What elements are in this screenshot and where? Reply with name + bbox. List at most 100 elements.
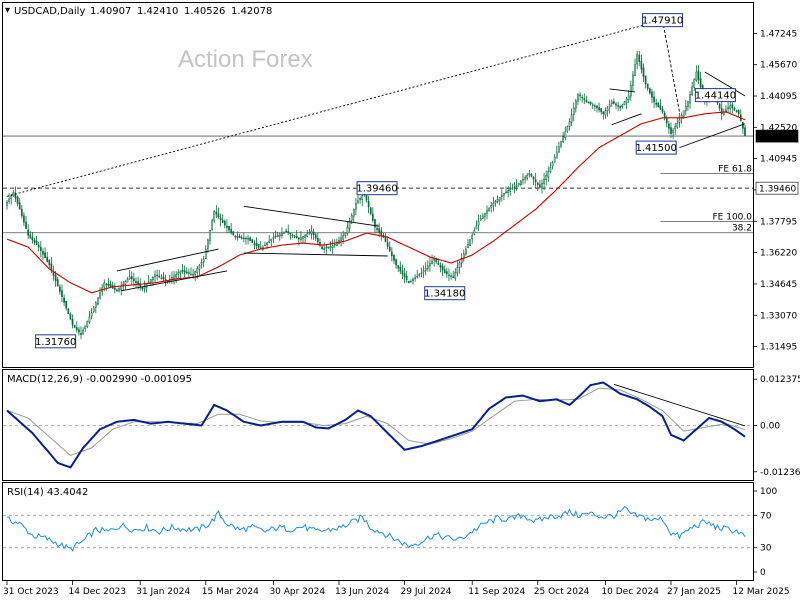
candle-body <box>221 219 224 223</box>
candle-body <box>183 270 186 273</box>
candle-body <box>133 278 135 282</box>
candle-body <box>492 202 495 207</box>
candle-body <box>289 232 292 235</box>
candle-body <box>179 270 182 274</box>
candle-body <box>642 67 645 77</box>
date-tick-label: 14 Dec 2023 <box>69 587 127 597</box>
macd-signal-line <box>6 387 746 456</box>
annotation-label: 1.41500 <box>636 143 677 154</box>
candle-body <box>513 186 516 188</box>
candle-body <box>103 282 106 288</box>
candle-body <box>644 75 647 85</box>
trendline <box>243 252 388 257</box>
candle-body <box>333 243 336 246</box>
candle-body <box>295 236 298 239</box>
candle-body <box>585 100 588 103</box>
date-tick-label: 30 Apr 2024 <box>269 587 325 597</box>
candle-body <box>200 261 203 265</box>
annotation-box <box>424 286 466 301</box>
candle-body <box>188 272 190 274</box>
candle-body <box>399 266 402 272</box>
date-tick-label: 27 Jan 2025 <box>667 587 721 597</box>
candle-body <box>352 208 355 217</box>
price-layer: FE 61.8 FE 100.038.2 1.47910 1.44140 1.41500… <box>3 13 753 349</box>
candle-body <box>524 177 526 180</box>
candle-body <box>278 233 281 237</box>
annotation-box <box>356 181 398 196</box>
candle-body <box>376 228 378 230</box>
candle-body <box>27 229 29 236</box>
price-tick-label: 1.34645 <box>760 280 797 290</box>
candle-body <box>536 182 539 185</box>
candle-body <box>245 237 247 240</box>
annotation-label: 1.47910 <box>642 16 683 27</box>
candle-body <box>86 321 89 327</box>
candle-body <box>416 275 419 278</box>
candle-body <box>623 101 626 105</box>
candle-body <box>152 276 154 281</box>
candle-body <box>602 111 605 115</box>
candle-body <box>369 207 372 214</box>
candle-body <box>10 195 13 200</box>
candle-body <box>171 277 173 279</box>
candle-body <box>342 235 345 240</box>
candle-body <box>226 225 228 228</box>
trendline <box>116 248 219 272</box>
candle-body <box>744 127 746 136</box>
axis-layer: 1.472451.456701.440951.425201.409451.393… <box>3 29 800 597</box>
candle-body <box>682 110 685 117</box>
candle-body <box>297 237 300 240</box>
candle-body <box>270 238 273 242</box>
candle-body <box>300 237 302 240</box>
candle-body <box>219 217 222 220</box>
candle-body <box>515 185 518 187</box>
fib-label: FE 61.8 <box>718 164 752 174</box>
candle-body <box>321 246 323 250</box>
chart-header: ▾ USDCAD,Daily 1.40907 1.42410 1.40526 1… <box>5 5 272 17</box>
price-tick-label: 1.47245 <box>760 29 797 39</box>
candle-body <box>346 226 349 234</box>
candle-body <box>471 234 474 240</box>
candle-body <box>648 88 651 94</box>
candle-body <box>75 327 78 331</box>
candle-body <box>553 156 556 163</box>
candle-body <box>240 237 243 239</box>
candle-body <box>566 126 569 132</box>
candle-body <box>456 267 459 274</box>
candle-body <box>109 283 112 288</box>
candle-body <box>494 201 497 204</box>
candle-body <box>579 94 581 97</box>
candle-body <box>608 104 611 108</box>
candle-body <box>29 234 32 238</box>
candle-body <box>185 271 188 274</box>
candle-body <box>401 270 404 275</box>
trendline <box>704 71 746 97</box>
candle-body <box>503 193 505 196</box>
candle-body <box>204 249 207 259</box>
candle-body <box>158 275 161 278</box>
candle-body <box>69 313 72 320</box>
candle-body <box>414 277 416 279</box>
candle-body <box>520 181 522 185</box>
candle-body <box>551 162 554 167</box>
candle-body <box>490 204 493 208</box>
candle-body <box>429 263 431 266</box>
rsi-label: RSI(14) 43.4042 <box>7 487 88 498</box>
candle-body <box>617 105 619 107</box>
price-tick-label: 1.33070 <box>760 311 797 321</box>
candle-body <box>486 210 488 214</box>
candle-body <box>424 267 427 271</box>
candle-body <box>175 273 178 278</box>
candle-body <box>672 129 674 133</box>
candle-body <box>441 265 444 271</box>
date-tick-label: 13 Jun 2024 <box>335 587 389 597</box>
candle-body <box>367 200 370 208</box>
candle-body <box>190 273 192 276</box>
candle-body <box>505 191 507 194</box>
candle-body <box>663 112 666 118</box>
rsi-tick-label: 0 <box>760 568 766 578</box>
candle-body <box>577 93 579 102</box>
candle-body <box>302 236 304 239</box>
candle-body <box>82 329 84 335</box>
annotation-label: 1.34180 <box>424 289 465 300</box>
